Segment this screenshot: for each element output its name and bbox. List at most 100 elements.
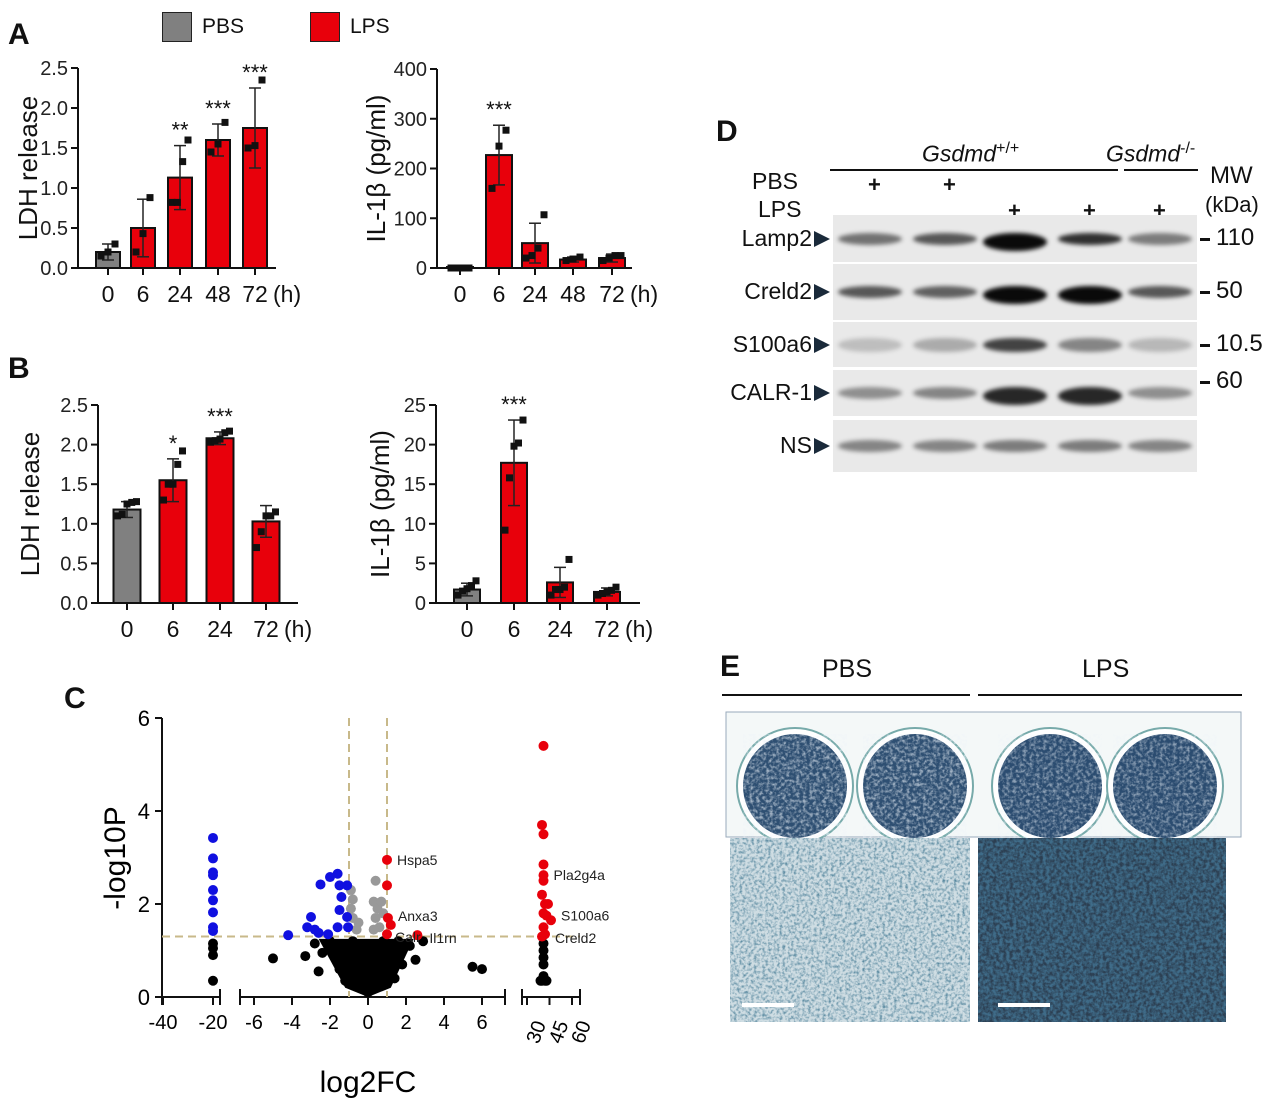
x-tick-label: -2: [321, 1012, 339, 1034]
y-tick-label: 1.5: [60, 474, 88, 496]
data-point: [323, 929, 334, 940]
genotype-wt-sup: +/+: [996, 140, 1020, 157]
data-point: [139, 230, 147, 238]
data-point: [368, 978, 379, 989]
bar-chart-B-ldh: 0.0 0.5 1.0 1.5 2.0 2.5 LDH release 0 6 * 24 *** 72(…: [15, 395, 312, 642]
data-point: [538, 875, 549, 886]
data-point: [184, 136, 192, 144]
data-point: [617, 252, 625, 260]
data-point: [168, 198, 176, 206]
data-point: [214, 140, 222, 148]
panel-letter-a: A: [8, 18, 30, 51]
protein-band: [983, 286, 1047, 304]
data-point: [376, 896, 387, 907]
data-point: [599, 589, 606, 597]
band-arrow-icon: [814, 284, 830, 300]
data-point: [208, 925, 218, 936]
bar-chart-B-il1b: 0 5 10 15 20 25 IL-1β (pg/ml) 0 6 *** 24 72 (h): [365, 392, 653, 642]
data-point: [272, 508, 279, 516]
data-point: [208, 975, 218, 986]
data-point: [502, 126, 510, 134]
data-point: [565, 555, 573, 563]
data-point: [343, 922, 354, 933]
band-arrow-icon: [814, 438, 830, 454]
mw-marker: 110: [1200, 224, 1254, 252]
data-point: [283, 930, 294, 941]
data-point: [97, 252, 105, 260]
protein-band: [1128, 232, 1192, 245]
mw-value: 60: [1216, 367, 1243, 394]
x-tick-label: 0: [362, 1012, 373, 1034]
data-point: [330, 950, 341, 961]
x-tick-label: 2: [400, 1012, 411, 1034]
protein-band: [913, 232, 977, 245]
data-point: [179, 158, 187, 166]
x-unit-label: (h): [273, 281, 301, 307]
y-tick-label: 1.5: [40, 138, 68, 160]
y-tick-label: 2.0: [40, 98, 68, 120]
data-point: [459, 587, 466, 595]
data-point: [342, 880, 353, 891]
data-point: [552, 586, 559, 594]
data-point: [538, 859, 549, 870]
gene-label: Creld2: [555, 930, 596, 946]
well-lps-2: [1106, 727, 1224, 845]
data-point: [528, 252, 536, 260]
legend-swatch-lps: [310, 12, 340, 42]
x-unit-label: (h): [284, 616, 312, 642]
data-point: [510, 442, 518, 450]
data-point: [221, 429, 229, 437]
data-point: [506, 474, 513, 482]
well-pbs-2: [856, 727, 974, 845]
data-point: [495, 142, 503, 150]
data-point: [538, 945, 549, 956]
data-point: [541, 975, 552, 986]
data-point: [538, 952, 549, 963]
data-point: [104, 248, 112, 256]
data-point: [454, 591, 462, 599]
data-point: [207, 148, 215, 156]
protein-band: [838, 440, 902, 452]
data-point: [342, 912, 353, 923]
y-tick-label: 0.5: [40, 218, 68, 240]
data-point: [251, 142, 259, 150]
data-point: [543, 899, 553, 909]
x-tick-label: 4: [438, 1012, 449, 1034]
data-point: [382, 854, 392, 865]
data-point: [208, 895, 218, 906]
significance-marker: *: [169, 431, 178, 456]
x-tick-label: -20: [199, 1012, 228, 1034]
x-tick-label: -40: [149, 1012, 178, 1034]
well-plate-images: [725, 711, 1242, 1022]
data-point: [208, 907, 218, 918]
imaging-label-lps: LPS: [1082, 655, 1130, 683]
x-tick-label: 24: [547, 616, 573, 642]
protein-band: [1058, 440, 1122, 452]
data-point: [340, 975, 351, 986]
data-point: [522, 254, 530, 262]
blot-row-label: S100a6: [732, 330, 812, 357]
y-tick-label: 0.0: [40, 258, 68, 280]
y-tick-label: 5: [415, 553, 426, 575]
bar: [112, 508, 142, 605]
data-point: [608, 586, 615, 594]
data-point: [383, 945, 394, 956]
blot-strip-lamp2: [833, 215, 1197, 262]
imaging-line-lps: [978, 694, 1242, 696]
x-tick-label: 24: [167, 281, 193, 307]
data-point: [146, 194, 154, 202]
data-point: [208, 870, 218, 881]
well-lps-1: [991, 727, 1109, 845]
band-arrow-icon: [814, 336, 830, 353]
panel-letter-b: B: [8, 352, 30, 385]
significance-marker: **: [171, 118, 189, 143]
data-point: [370, 912, 381, 923]
band-arrow-icon: [814, 230, 830, 247]
x-tick-label: 6: [508, 616, 521, 642]
data-point: [267, 512, 275, 520]
data-point: [385, 919, 396, 930]
significance-marker: ***: [207, 404, 233, 429]
x-tick-label: 6: [493, 281, 506, 307]
legend-item-lps: LPS: [310, 12, 390, 42]
